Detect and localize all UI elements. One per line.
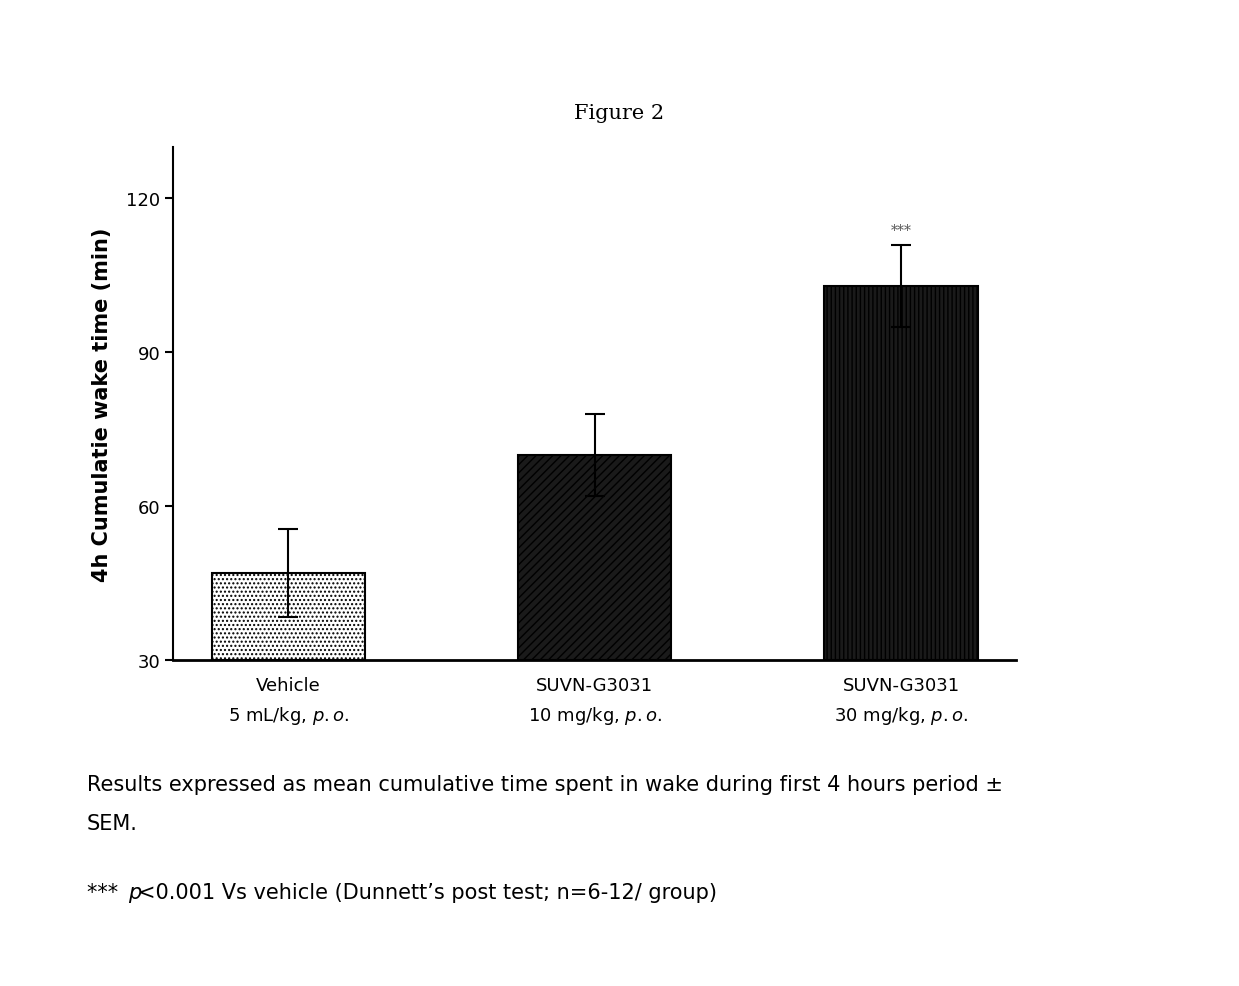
Text: p: p — [128, 882, 141, 902]
Y-axis label: 4h Cumulatie wake time (min): 4h Cumulatie wake time (min) — [92, 227, 113, 582]
Text: Results expressed as mean cumulative time spent in wake during first 4 hours per: Results expressed as mean cumulative tim… — [87, 774, 1002, 794]
Bar — [824, 286, 978, 661]
Bar — [212, 574, 366, 661]
Text: ***: *** — [87, 882, 124, 902]
Text: <0.001 Vs vehicle (Dunnett’s post test; n=6-12/ group): <0.001 Vs vehicle (Dunnett’s post test; … — [138, 882, 716, 902]
Text: Figure 2: Figure 2 — [575, 104, 664, 122]
Text: ***: *** — [891, 224, 912, 238]
Text: SEM.: SEM. — [87, 813, 138, 833]
Bar — [518, 456, 672, 661]
